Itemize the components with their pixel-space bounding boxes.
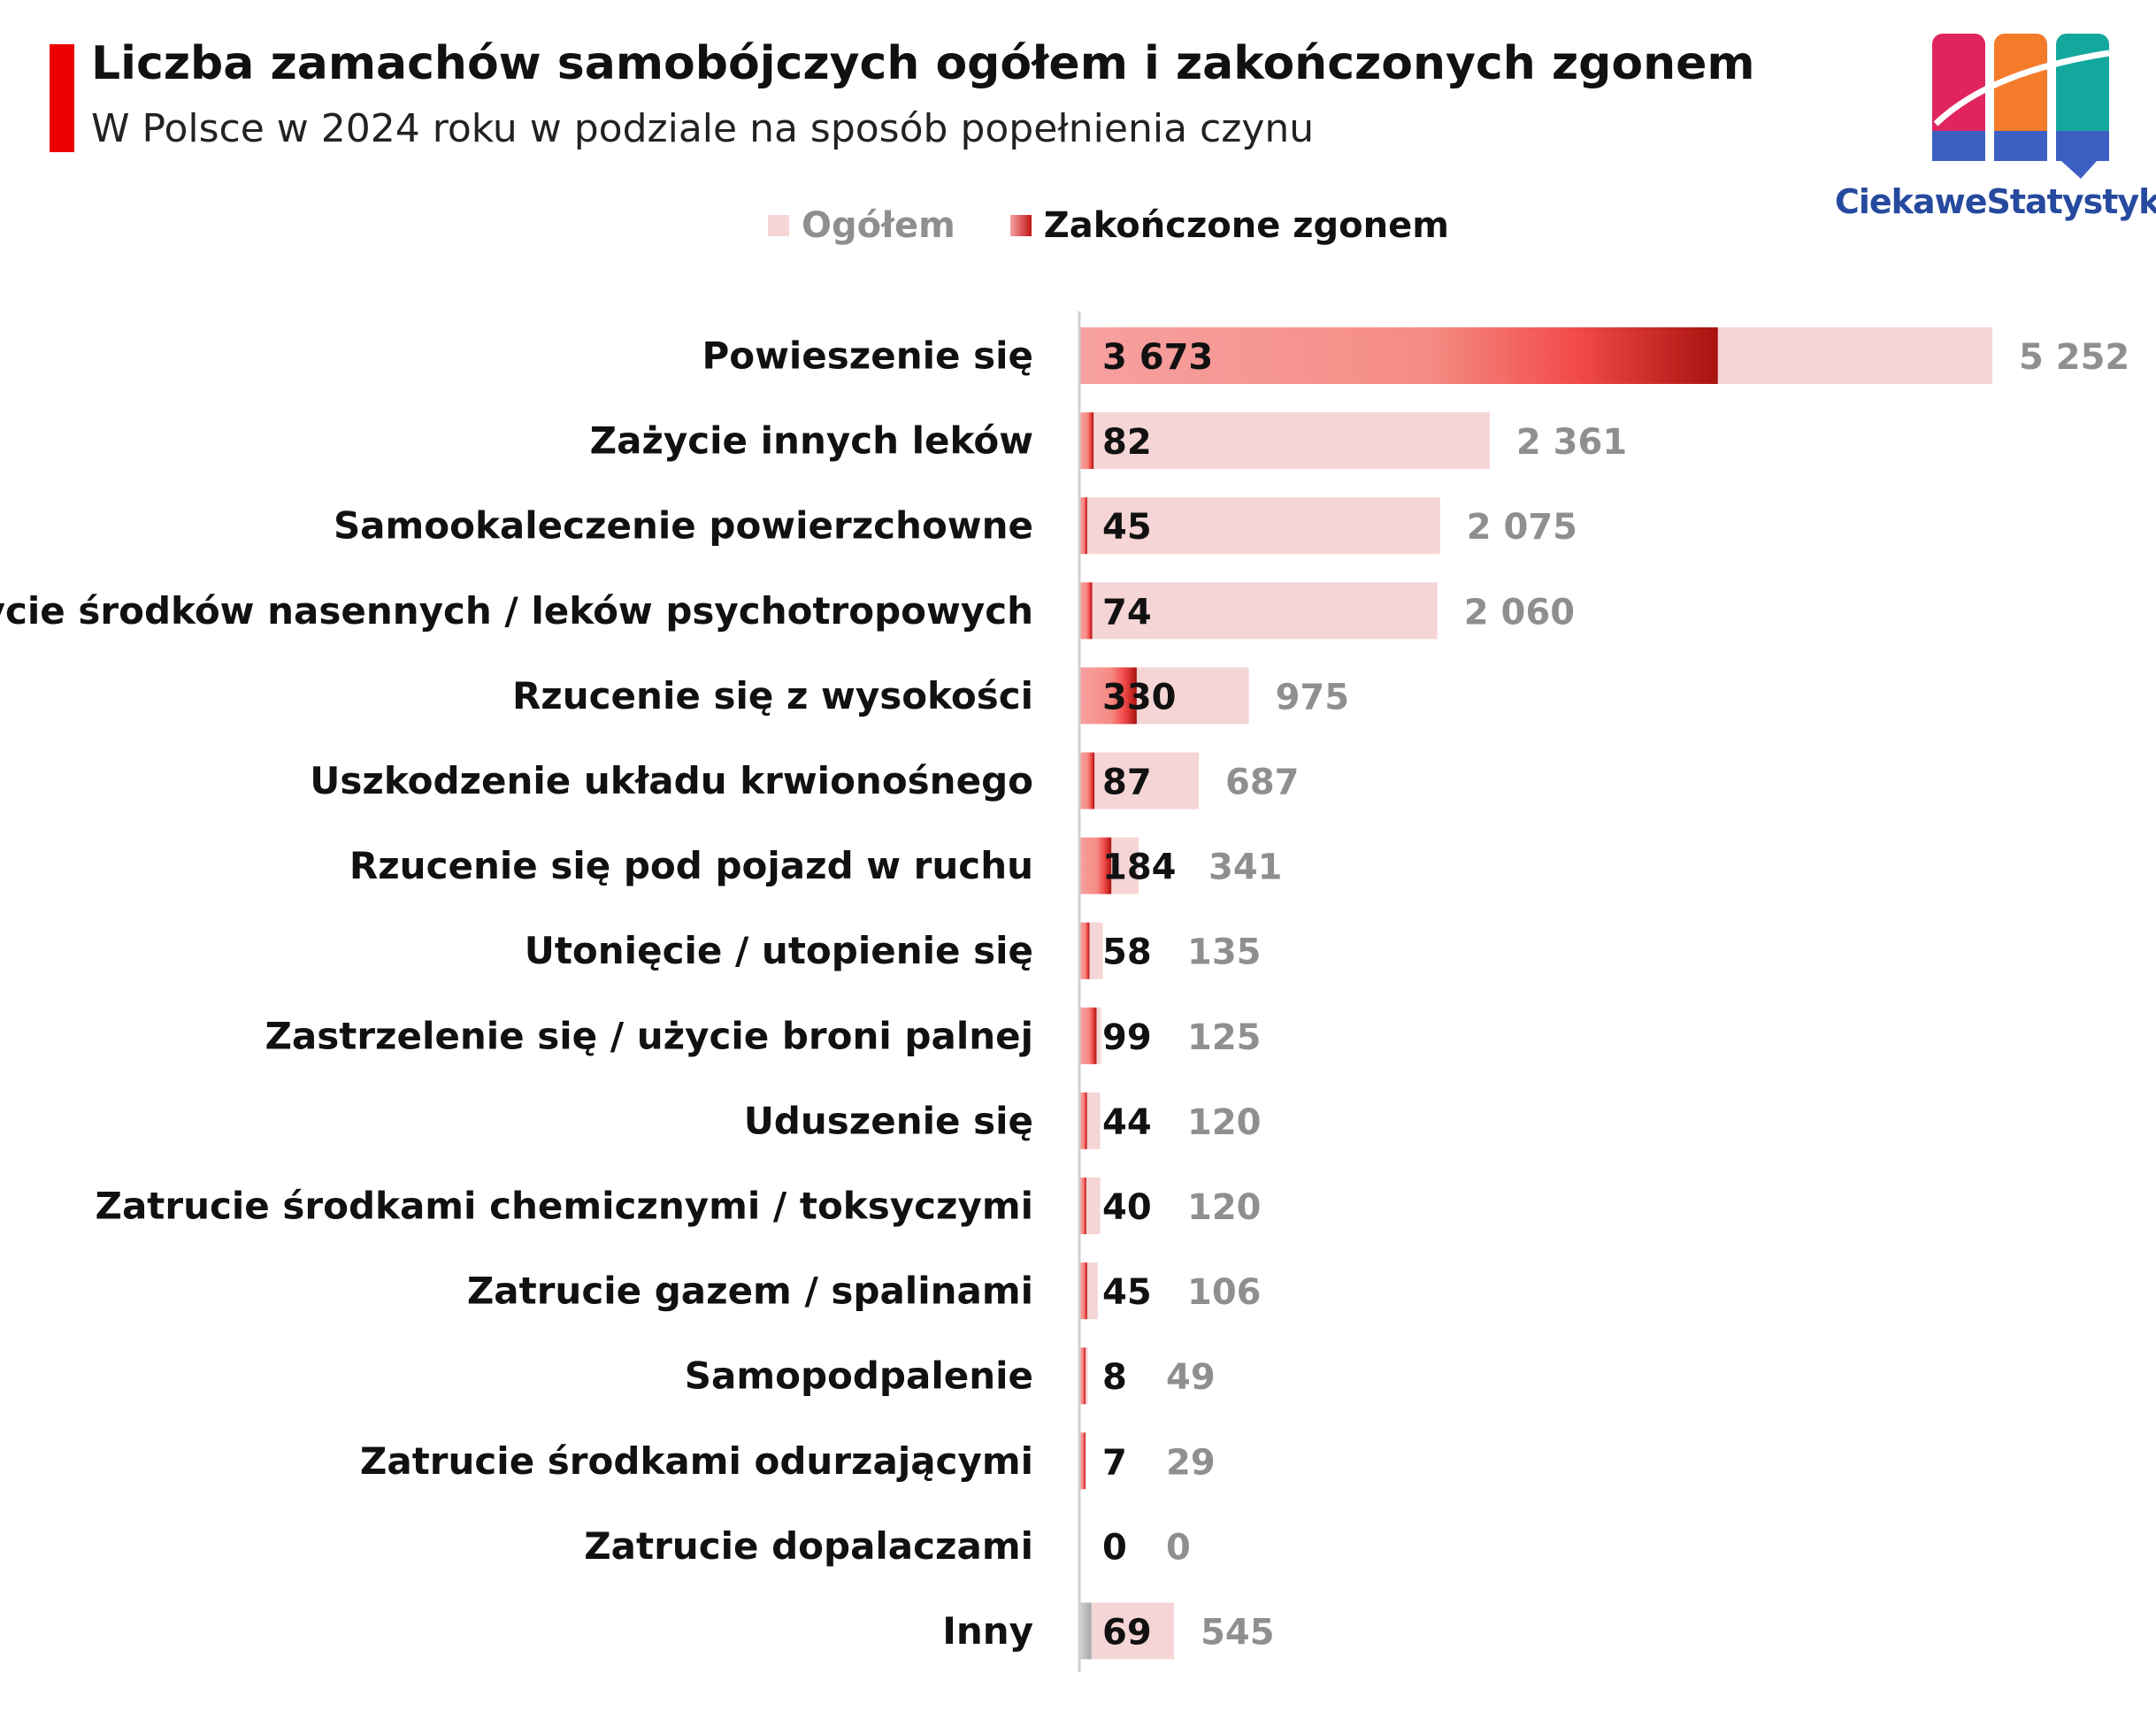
bar-fatal [1079, 1347, 1086, 1405]
data-label-total: 341 [1208, 848, 1283, 888]
category-label: Zażycie środków nasennych / leków psycho… [0, 589, 1033, 633]
data-label-total: 5 252 [2019, 337, 2129, 378]
chart-title: Liczba zamachów samobójczych ogółem i za… [91, 37, 1755, 90]
data-label-fatal: 87 [1102, 763, 1152, 803]
bar-total [1079, 752, 1199, 809]
category-label: Zażycie innych leków [590, 419, 1033, 463]
data-label-total: 29 [1166, 1442, 1216, 1483]
legend-label-total: Ogółem [802, 205, 955, 246]
data-label-fatal: 44 [1102, 1102, 1152, 1143]
bar-fatal [1079, 1007, 1097, 1064]
data-label-fatal: 40 [1102, 1187, 1152, 1228]
data-label-total: 2 361 [1516, 422, 1627, 463]
brand-name: CiekaweStatystyki.pl [1835, 182, 2156, 221]
logo-base-1 [1932, 131, 1985, 161]
data-label-fatal: 7 [1102, 1442, 1127, 1483]
category-label: Zatrucie dopalaczami [584, 1524, 1033, 1568]
category-label: Rzucenie się z wysokości [512, 674, 1033, 717]
logo-base-2 [1994, 131, 2047, 161]
data-label-fatal: 82 [1102, 422, 1152, 463]
category-label: Inny [942, 1609, 1033, 1653]
data-label-total: 2 060 [1464, 592, 1575, 633]
category-label: Uszkodzenie układu krwionośnego [310, 759, 1033, 802]
category-label: Zastrzelenie się / użycie broni palnej [265, 1014, 1033, 1057]
category-label: Utonięcie / utopienie się [525, 929, 1033, 972]
bar-fatal [1079, 667, 1137, 725]
category-label: Powieszenie się [702, 334, 1033, 378]
bar-fatal [1079, 1178, 1086, 1234]
data-label-fatal: 74 [1102, 592, 1152, 633]
data-label-total: 49 [1166, 1357, 1216, 1398]
bar-fatal [1079, 327, 1718, 384]
bar-fatal [1079, 752, 1095, 809]
data-label-fatal: 184 [1102, 848, 1177, 888]
data-label-fatal: 99 [1102, 1017, 1152, 1058]
data-label-total: 135 [1187, 932, 1262, 973]
bar-fatal [1079, 1092, 1087, 1149]
legend-item-total: Ogółem [768, 205, 955, 246]
category-label: Zatrucie gazem / spalinami [467, 1270, 1033, 1313]
data-label-fatal: 8 [1102, 1357, 1127, 1398]
category-label: Uduszenie się [744, 1099, 1033, 1142]
data-label-total: 120 [1187, 1187, 1262, 1228]
bar-total [1079, 497, 1440, 555]
legend-item-fatal: Zakończone zgonem [1009, 205, 1449, 246]
data-label-total: 545 [1201, 1613, 1275, 1653]
data-label-fatal: 69 [1102, 1613, 1152, 1653]
bar-fatal [1079, 1262, 1087, 1320]
legend-swatch-fatal [1009, 215, 1032, 236]
data-label-total: 125 [1187, 1017, 1262, 1058]
category-label: Samopodpalenie [685, 1354, 1033, 1398]
logo-base-3 [2056, 131, 2109, 161]
data-label-fatal: 45 [1102, 1272, 1152, 1313]
bar-fatal [1079, 582, 1093, 640]
data-label-total: 687 [1225, 763, 1300, 803]
bar-fatal [1079, 922, 1090, 979]
title-accent-bar [50, 44, 74, 152]
chart-subtitle: W Polsce w 2024 roku w podziale na sposó… [91, 106, 1315, 151]
bar-fatal [1079, 497, 1087, 555]
logo-swoosh [1933, 50, 2110, 127]
data-label-fatal: 3 673 [1102, 337, 1213, 378]
bar-total [1079, 412, 1490, 470]
legend-swatch-total [768, 215, 789, 236]
logo-bar-orange [1994, 34, 2047, 140]
data-label-total: 120 [1187, 1102, 1262, 1143]
data-label-total: 0 [1166, 1527, 1191, 1568]
bar-fatal [1079, 1602, 1092, 1660]
brand-logo-icon [1932, 34, 2110, 179]
data-label-fatal: 330 [1102, 677, 1177, 717]
data-label-total: 2 075 [1467, 507, 1577, 548]
bar-fatal [1079, 837, 1112, 894]
logo-pointer [2061, 161, 2097, 179]
data-label-total: 975 [1276, 677, 1350, 717]
category-label: Zatrucie środkami odurzającymi [360, 1439, 1033, 1483]
data-label-total: 106 [1187, 1272, 1262, 1313]
category-label: Samookaleczenie powierzchowne [334, 504, 1033, 548]
bar-total [1079, 582, 1438, 640]
category-label: Zatrucie środkami chemicznymi / toksyczy… [96, 1185, 1034, 1228]
data-label-fatal: 58 [1102, 932, 1152, 973]
legend-label-fatal: Zakończone zgonem [1043, 205, 1449, 246]
bar-total [1079, 1602, 1175, 1660]
bar-fatal [1079, 1432, 1086, 1490]
bar-fatal [1079, 412, 1094, 470]
data-label-fatal: 0 [1102, 1527, 1127, 1568]
legend: Ogółem Zakończone zgonem [768, 205, 1504, 246]
data-label-fatal: 45 [1102, 507, 1152, 548]
category-label: Rzucenie się pod pojazd w ruchu [349, 844, 1033, 887]
